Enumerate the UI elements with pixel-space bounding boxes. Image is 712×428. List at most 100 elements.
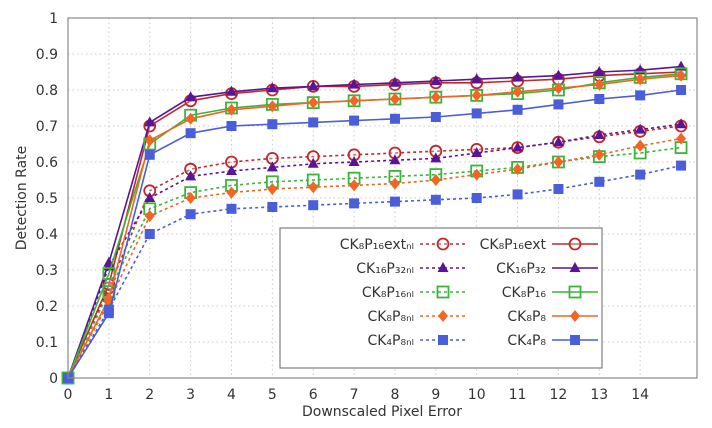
legend-marker xyxy=(438,335,448,345)
data-point xyxy=(389,93,400,105)
x-tick-label: 9 xyxy=(431,387,440,403)
x-tick-label: 6 xyxy=(309,387,318,403)
legend-entry: CK₈P₁₆ₙₗ xyxy=(362,285,466,301)
data-point xyxy=(144,116,156,127)
legend: CK₈P₁₆extₙₗ CK₈P₁₆ext CK₁₆P₃₂ₙₗ CK₁₆P₃₂ CK₈P… xyxy=(279,227,603,369)
data-point xyxy=(675,118,687,129)
data-point xyxy=(144,134,155,147)
data-point xyxy=(634,123,646,134)
legend-marker xyxy=(437,262,449,272)
y-axis-label: Detection Rate xyxy=(14,146,30,251)
data-point xyxy=(225,165,237,175)
x-tick-label: 7 xyxy=(350,387,359,403)
data-point xyxy=(349,198,360,209)
data-point xyxy=(226,121,237,131)
legend-label: CK₈P₁₆ xyxy=(502,285,547,301)
data-point xyxy=(349,179,360,192)
data-point xyxy=(635,139,646,152)
data-point xyxy=(348,156,360,166)
data-point xyxy=(267,202,278,212)
legend-label: CK₄P₈ₙₗ xyxy=(367,333,414,349)
legend-marker xyxy=(568,237,582,251)
y-tick-label: 0.2 xyxy=(36,299,58,315)
legend-label: CK₈P₁₆extₙₗ xyxy=(340,237,414,253)
data-point xyxy=(430,112,441,122)
data-point xyxy=(594,148,605,161)
x-tick-label: 4 xyxy=(227,387,236,403)
data-point xyxy=(593,66,605,76)
legend-label: CK₈P₈ xyxy=(507,309,546,325)
legend-marker xyxy=(438,310,448,322)
x-tick-label: 8 xyxy=(390,387,399,403)
data-point xyxy=(594,78,605,91)
data-point xyxy=(594,176,605,187)
data-point xyxy=(266,161,278,172)
y-tick-label: 0.7 xyxy=(36,119,58,135)
data-point xyxy=(512,71,524,82)
data-point xyxy=(144,210,155,222)
series-line xyxy=(67,89,682,379)
data-point xyxy=(553,156,564,168)
data-point xyxy=(552,69,564,80)
data-point xyxy=(348,78,360,89)
legend-entry: CK₁₆P₃₂ₙₗ xyxy=(356,261,466,277)
y-tick-label: 0.9 xyxy=(36,47,58,63)
legend-label: CK₁₆P₃₂ₙₗ xyxy=(356,261,414,277)
data-point xyxy=(471,89,482,102)
x-tick-label: 5 xyxy=(268,387,277,403)
data-point xyxy=(349,94,360,107)
y-tick-label: 0.1 xyxy=(36,335,58,351)
data-point xyxy=(185,128,196,139)
data-point xyxy=(635,169,646,180)
x-tick-label: 12 xyxy=(550,387,568,403)
legend-label: CK₁₆P₃₂ xyxy=(496,261,546,277)
data-point xyxy=(103,308,114,319)
y-tick-label: 0.8 xyxy=(36,83,58,99)
data-point xyxy=(267,183,278,195)
data-point xyxy=(635,90,646,101)
data-point xyxy=(185,91,197,102)
series-filled-square xyxy=(63,85,687,383)
data-point xyxy=(226,203,237,214)
legend-marker xyxy=(570,335,580,345)
series-line xyxy=(67,146,682,379)
data-point xyxy=(553,184,564,194)
y-tick-label: 0 xyxy=(49,371,58,387)
data-point xyxy=(553,99,564,110)
x-tick-label: 14 xyxy=(631,387,649,403)
x-axis-label: Downscaled Pixel Error xyxy=(302,404,462,420)
data-point xyxy=(552,136,564,147)
y-tick-label: 1 xyxy=(49,11,58,27)
tick-labels: 00.10.20.30.40.50.60.70.80.910 1 2 3 4 5 6 7 8 9 1… xyxy=(36,11,649,403)
legend-label: CK₄P₈ xyxy=(507,333,546,349)
data-point xyxy=(308,96,319,109)
data-point xyxy=(267,100,278,113)
legend-entry: CK₄P₈ₙₗ xyxy=(367,333,466,349)
series-line xyxy=(67,74,682,379)
legend-marker xyxy=(568,285,582,299)
legend-label: CK₈P₁₆ext xyxy=(480,237,547,253)
y-tick-label: 0.4 xyxy=(36,227,58,243)
data-point xyxy=(553,82,564,95)
x-tick-label: 1 xyxy=(104,387,113,403)
data-point xyxy=(389,113,400,124)
data-point xyxy=(389,177,400,190)
data-point xyxy=(512,104,523,115)
x-tick-label: 3 xyxy=(186,387,195,403)
data-point xyxy=(635,73,646,86)
series-line xyxy=(67,65,682,379)
data-point xyxy=(471,168,482,181)
data-point xyxy=(349,115,360,126)
data-point xyxy=(594,94,605,104)
data-point xyxy=(102,267,116,281)
data-point xyxy=(512,189,523,200)
y-tick-label: 0.5 xyxy=(36,191,58,207)
legend-marker xyxy=(436,285,450,299)
legend-entry: CK₈P₁₆ xyxy=(502,285,598,301)
data-point xyxy=(389,154,401,165)
legend-entry: CK₁₆P₃₂ xyxy=(496,261,598,277)
series-line xyxy=(67,71,682,379)
legend-entry: CK₈P₁₆extₙₗ xyxy=(340,237,466,253)
data-point xyxy=(225,85,237,96)
